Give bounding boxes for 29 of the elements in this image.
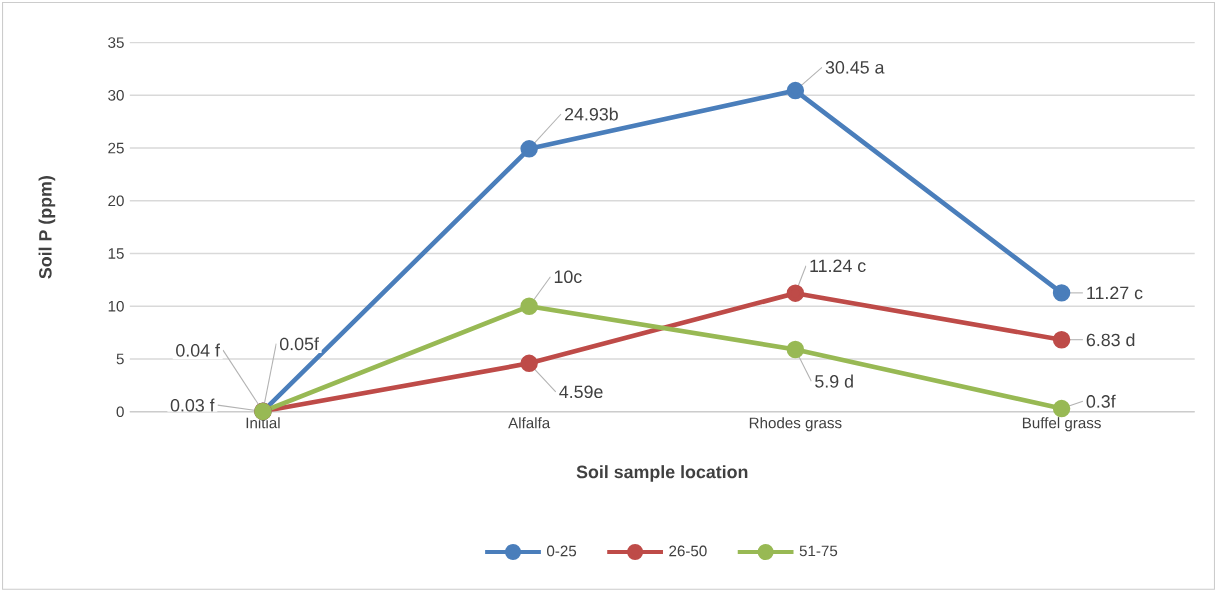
y-axis-title: Soil P (ppm) [38,176,56,279]
data-label: 4.59e [559,385,603,399]
data-label: 30.45 a [825,61,885,74]
data-label: 5.9 d [815,374,853,388]
data-label: 24.93b [565,107,618,121]
y-tick-label: 15 [108,248,124,259]
y-tick-label: 10 [108,301,124,312]
y-tick-label: 5 [116,353,124,365]
data-label: 0.05f [279,337,319,351]
legend-label: 0-25 [547,545,577,557]
y-tick-label: 20 [108,195,124,207]
x-tick-label: Rhodes grass [749,417,842,432]
data-label: 11.24 c [810,259,866,273]
data-label: 11.27 c [1087,286,1143,300]
legend-label: 26-50 [669,545,707,557]
legend-label: 51-75 [799,545,838,557]
x-tick-label: Alfalfa [508,417,551,429]
y-tick-label: 35 [108,37,124,49]
data-label: 0.3f [1086,394,1116,408]
y-tick-label: 25 [108,142,124,154]
y-tick-label: 30 [108,90,124,101]
x-tick-label: Initial [246,417,280,429]
x-axis-title: Soil sample location [576,465,748,482]
data-label: 0.03 f [170,398,215,412]
y-tick-label: 0 [116,406,124,418]
x-tick-label: Buffel grass [1022,417,1101,432]
data-label: 0.04 f [176,343,220,357]
data-label: 10c [554,270,582,284]
data-label: 6.83 d [1086,333,1135,347]
